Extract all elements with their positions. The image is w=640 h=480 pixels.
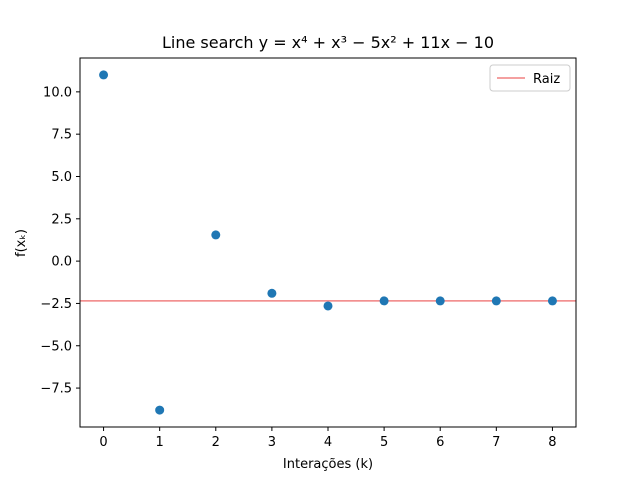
y-tick-label: 10.0: [43, 85, 72, 100]
y-tick-label: 5.0: [51, 170, 72, 185]
x-tick-label: 8: [548, 435, 556, 450]
x-tick-label: 5: [380, 435, 388, 450]
y-tick-label: −7.5: [40, 382, 72, 397]
x-tick-label: 7: [492, 435, 500, 450]
legend-label: Raiz: [533, 72, 560, 87]
y-axis-ticks: −7.5 −5.0 −2.5 0.0 2.5 5.0 7.5 10.0: [40, 85, 80, 397]
x-tick-label: 3: [268, 435, 276, 450]
data-point: [379, 296, 389, 306]
data-point: [435, 296, 445, 306]
y-tick-label: 0.0: [51, 255, 72, 270]
x-tick-label: 0: [99, 435, 107, 450]
data-point: [323, 301, 333, 311]
y-tick-label: 2.5: [51, 212, 72, 227]
x-tick-label: 6: [436, 435, 444, 450]
legend: Raiz: [489, 64, 571, 92]
data-point: [155, 405, 165, 415]
y-tick-label: 7.5: [51, 128, 72, 143]
x-tick-label: 4: [324, 435, 332, 450]
chart-title: Line search y = x⁴ + x³ − 5x² + 11x − 10: [162, 33, 494, 52]
data-point: [211, 230, 221, 240]
y-tick-label: −2.5: [40, 297, 72, 312]
data-point: [547, 296, 557, 306]
x-tick-label: 2: [212, 435, 220, 450]
y-tick-label: −5.0: [40, 339, 72, 354]
legend-box: [489, 64, 571, 92]
plot-area: [80, 70, 576, 415]
x-axis-ticks: 0 1 2 3 4 5 6 7 8: [99, 427, 557, 450]
y-axis-label: f(xₖ): [14, 229, 29, 257]
x-axis-label: Interações (k): [283, 457, 373, 472]
data-point: [267, 288, 277, 298]
x-tick-label: 1: [156, 435, 164, 450]
data-point: [99, 70, 109, 80]
data-point: [491, 296, 501, 306]
